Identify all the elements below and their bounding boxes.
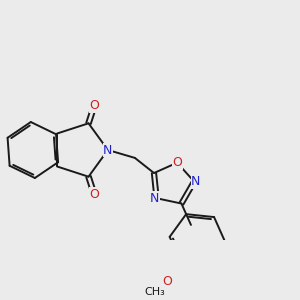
Text: O: O bbox=[89, 99, 99, 112]
Text: N: N bbox=[191, 175, 201, 188]
Text: O: O bbox=[89, 188, 99, 201]
Text: N: N bbox=[103, 143, 112, 157]
Text: O: O bbox=[162, 275, 172, 288]
Text: O: O bbox=[172, 156, 182, 169]
Text: CH₃: CH₃ bbox=[145, 286, 165, 297]
Text: N: N bbox=[150, 192, 160, 205]
